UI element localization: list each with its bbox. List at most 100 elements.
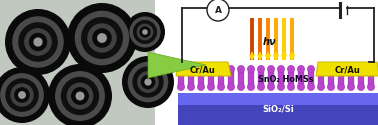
Circle shape — [29, 33, 47, 51]
Bar — [238, 68, 244, 88]
Circle shape — [67, 82, 93, 110]
Circle shape — [81, 17, 123, 59]
Circle shape — [337, 83, 345, 91]
Bar — [348, 68, 354, 88]
Bar — [178, 68, 184, 88]
Circle shape — [5, 78, 39, 112]
Circle shape — [317, 83, 325, 91]
Bar — [0, 0, 155, 125]
Circle shape — [357, 83, 365, 91]
Circle shape — [125, 12, 165, 52]
Circle shape — [87, 23, 117, 53]
Circle shape — [217, 83, 225, 91]
Circle shape — [128, 62, 168, 102]
Circle shape — [71, 87, 89, 105]
Circle shape — [207, 83, 215, 91]
Polygon shape — [316, 62, 378, 76]
Circle shape — [136, 24, 153, 40]
Circle shape — [347, 83, 355, 91]
Bar — [318, 68, 324, 88]
Circle shape — [207, 65, 215, 73]
Bar — [228, 68, 234, 88]
Circle shape — [197, 65, 205, 73]
Circle shape — [61, 77, 99, 115]
Circle shape — [97, 33, 107, 43]
Circle shape — [257, 83, 265, 91]
Polygon shape — [176, 62, 231, 76]
Text: Cr/Au: Cr/Au — [190, 66, 216, 74]
Text: SiO₂/Si: SiO₂/Si — [262, 104, 294, 114]
Circle shape — [12, 16, 64, 68]
Circle shape — [0, 73, 44, 117]
Circle shape — [18, 22, 58, 62]
Bar — [178, 93, 378, 105]
Circle shape — [227, 65, 235, 73]
Bar — [338, 68, 344, 88]
Bar — [198, 68, 204, 88]
Circle shape — [0, 67, 50, 123]
Circle shape — [367, 83, 375, 91]
Polygon shape — [148, 52, 206, 78]
Circle shape — [277, 65, 285, 73]
Circle shape — [217, 65, 225, 73]
Circle shape — [267, 83, 275, 91]
Circle shape — [307, 65, 315, 73]
Circle shape — [247, 65, 255, 73]
Circle shape — [142, 29, 148, 35]
Circle shape — [287, 83, 295, 91]
Bar — [188, 68, 194, 88]
Bar — [178, 0, 378, 125]
Text: hν: hν — [263, 37, 277, 47]
Circle shape — [307, 83, 315, 91]
Bar — [258, 68, 264, 88]
Bar — [368, 68, 374, 88]
Circle shape — [267, 65, 275, 73]
Circle shape — [257, 65, 265, 73]
Circle shape — [5, 9, 71, 75]
Circle shape — [367, 65, 375, 73]
Circle shape — [187, 65, 195, 73]
Bar — [178, 105, 378, 125]
Circle shape — [129, 16, 161, 48]
Circle shape — [92, 28, 112, 48]
Circle shape — [237, 65, 245, 73]
Circle shape — [247, 83, 255, 91]
Circle shape — [55, 71, 105, 121]
Circle shape — [357, 65, 365, 73]
Circle shape — [177, 65, 185, 73]
Bar — [268, 68, 274, 88]
Circle shape — [337, 65, 345, 73]
Bar — [248, 68, 254, 88]
Circle shape — [277, 83, 285, 91]
Bar — [218, 68, 224, 88]
Bar — [298, 68, 304, 88]
Bar — [0, 0, 155, 125]
Circle shape — [75, 11, 129, 65]
Circle shape — [18, 91, 26, 99]
Circle shape — [327, 65, 335, 73]
Bar — [328, 68, 334, 88]
Circle shape — [287, 65, 295, 73]
Bar — [358, 68, 364, 88]
Circle shape — [10, 83, 34, 107]
Text: SnO₂ HoMSs: SnO₂ HoMSs — [258, 74, 314, 84]
Bar — [288, 68, 294, 88]
Circle shape — [76, 92, 84, 100]
Circle shape — [297, 65, 305, 73]
Circle shape — [347, 65, 355, 73]
Bar — [308, 68, 314, 88]
Circle shape — [177, 83, 185, 91]
Circle shape — [317, 65, 325, 73]
Circle shape — [327, 83, 335, 91]
Text: A: A — [214, 6, 222, 15]
Circle shape — [144, 78, 152, 86]
Circle shape — [237, 83, 245, 91]
Circle shape — [207, 0, 229, 21]
Circle shape — [48, 64, 112, 125]
Bar — [208, 68, 214, 88]
Circle shape — [137, 71, 159, 93]
Circle shape — [132, 66, 164, 98]
Circle shape — [297, 83, 305, 91]
Circle shape — [24, 28, 52, 56]
Circle shape — [197, 83, 205, 91]
